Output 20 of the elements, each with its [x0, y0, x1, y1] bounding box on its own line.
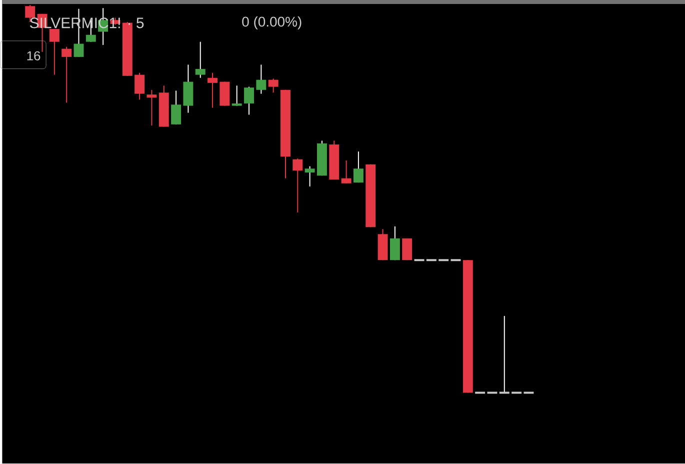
candlestick	[256, 64, 266, 95]
candlestick	[195, 42, 206, 79]
candlestick	[268, 78, 278, 94]
candlestick	[62, 46, 72, 104]
candlestick	[208, 72, 218, 108]
candlestick	[171, 90, 182, 126]
candlestick	[292, 158, 303, 214]
candlestick	[134, 72, 145, 100]
candlestick	[244, 86, 254, 116]
annotation: 16	[27, 51, 40, 61]
candlestick	[49, 28, 60, 76]
candlestick	[390, 226, 400, 261]
candlestick	[353, 151, 364, 184]
candlestick	[304, 166, 315, 188]
candlestick	[499, 316, 510, 394]
annotation: 0 (0.00%)	[242, 16, 302, 30]
candlestick	[146, 90, 157, 126]
candlestick	[232, 85, 242, 107]
candlestick	[402, 238, 412, 261]
candlestick	[341, 160, 352, 184]
